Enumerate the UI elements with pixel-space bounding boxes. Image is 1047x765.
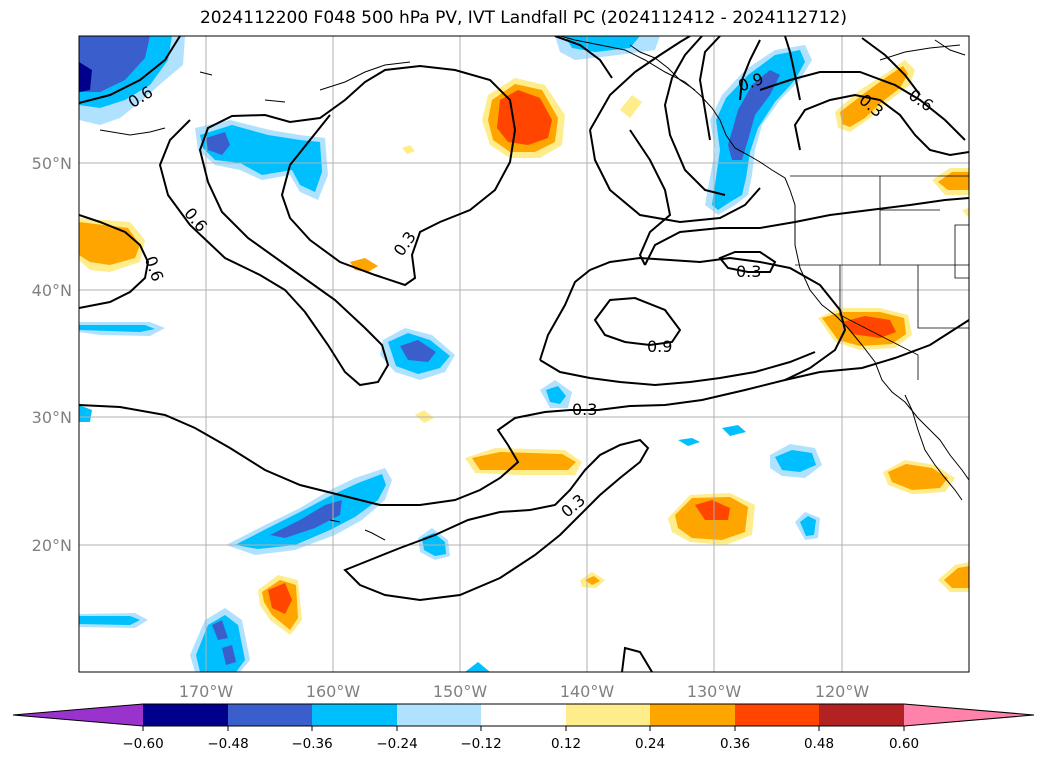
lon-label: 120°W [815, 682, 870, 701]
figure-title: 2024112200 F048 500 hPa PV, IVT Landfall… [199, 8, 847, 28]
pv-negative-region [678, 438, 700, 446]
pv-positive-region [944, 566, 969, 588]
colorbar-tick-label: 0.60 [889, 736, 919, 752]
political-borders [790, 175, 969, 380]
pv-negative-region [465, 662, 490, 672]
colorbar-tick-label: −0.36 [291, 736, 332, 752]
colorbar-tick-label: 0.48 [804, 736, 834, 752]
lon-labels: 170°W 160°W 150°W 140°W 130°W 120°W [179, 682, 870, 701]
pv-negative-region [712, 50, 805, 210]
pv-negative-region [270, 500, 342, 538]
colorbar-tick-label: −0.48 [207, 736, 248, 752]
pv-negative-region [212, 620, 228, 640]
colorbar-segment [143, 704, 228, 726]
colorbar-segment [397, 704, 481, 726]
pv-negative-region [222, 645, 236, 665]
pv-positive-region [888, 464, 948, 490]
contour-label: 0.3 [572, 400, 597, 419]
pv-negative-region [79, 36, 150, 92]
pv-negative-region [775, 450, 816, 472]
pv-positive-region [840, 66, 908, 127]
pv-positive-region [268, 583, 292, 614]
lat-label: 50°N [32, 154, 72, 173]
pv-positive-region [842, 316, 896, 338]
pv-positive-region [472, 452, 576, 470]
pv-negative-region [546, 386, 566, 404]
colorbar-tick-label: −0.24 [376, 736, 417, 752]
pv-positive-region [620, 95, 642, 118]
pv-negative-region [79, 325, 155, 332]
colorbar-segment [481, 704, 566, 726]
pv-negative-region [800, 516, 816, 536]
pv-fill-regions [79, 36, 969, 672]
lat-labels: 50°N 40°N 30°N 20°N [32, 154, 72, 555]
contour-label: 0.3 [736, 262, 761, 281]
map-frame [78, 35, 970, 673]
pv-negative-region [200, 125, 322, 192]
colorbar-tick-label: 0.36 [720, 736, 750, 752]
pv-negative-region [79, 405, 92, 422]
colorbar-extend-low [13, 704, 143, 726]
colorbar-tick-label: 0.12 [551, 736, 581, 752]
colorbar-tick-label: −0.12 [460, 736, 501, 752]
coastlines [99, 36, 969, 541]
pv-negative-region [79, 616, 140, 625]
pv-negative-region [728, 70, 780, 160]
colorbar: −0.60 −0.48 −0.36 −0.24 −0.12 0.12 0.24 … [12, 703, 1035, 752]
colorbar-tick-label: −0.60 [122, 736, 163, 752]
lon-label: 150°W [433, 682, 488, 701]
pv-negative-region [722, 425, 746, 436]
colorbar-segment [566, 704, 650, 726]
contour-label: 0.9 [647, 337, 672, 356]
pv-positive-region [962, 208, 969, 218]
colorbar-segment [312, 704, 397, 726]
lon-label: 160°W [306, 682, 361, 701]
colorbar-extend-high [904, 704, 1034, 726]
pc-contours [79, 36, 969, 672]
lat-label: 40°N [32, 281, 72, 300]
lat-label: 30°N [32, 408, 72, 427]
pv-negative-region [400, 340, 436, 362]
colorbar-segment [819, 704, 904, 726]
pv-negative-region [235, 474, 386, 549]
lon-label: 140°W [560, 682, 615, 701]
map-plot-area: 0.6 0.6 0.6 0.3 0.9 0.3 0.6 0.3 0.9 0.3 … [79, 36, 969, 672]
colorbar-tick-label: 0.24 [635, 736, 665, 752]
colorbar-segment [735, 704, 819, 726]
lat-label: 20°N [32, 536, 72, 555]
colorbar-segment [228, 704, 312, 726]
pv-positive-region [938, 172, 969, 190]
lon-label: 130°W [687, 682, 742, 701]
pv-negative-region [206, 132, 230, 155]
pv-positive-region [402, 145, 415, 154]
pv-positive-region [585, 576, 600, 585]
lon-label: 170°W [179, 682, 234, 701]
colorbar-segment [650, 704, 735, 726]
pv-negative-region [79, 62, 92, 92]
pv-positive-region [695, 500, 730, 520]
